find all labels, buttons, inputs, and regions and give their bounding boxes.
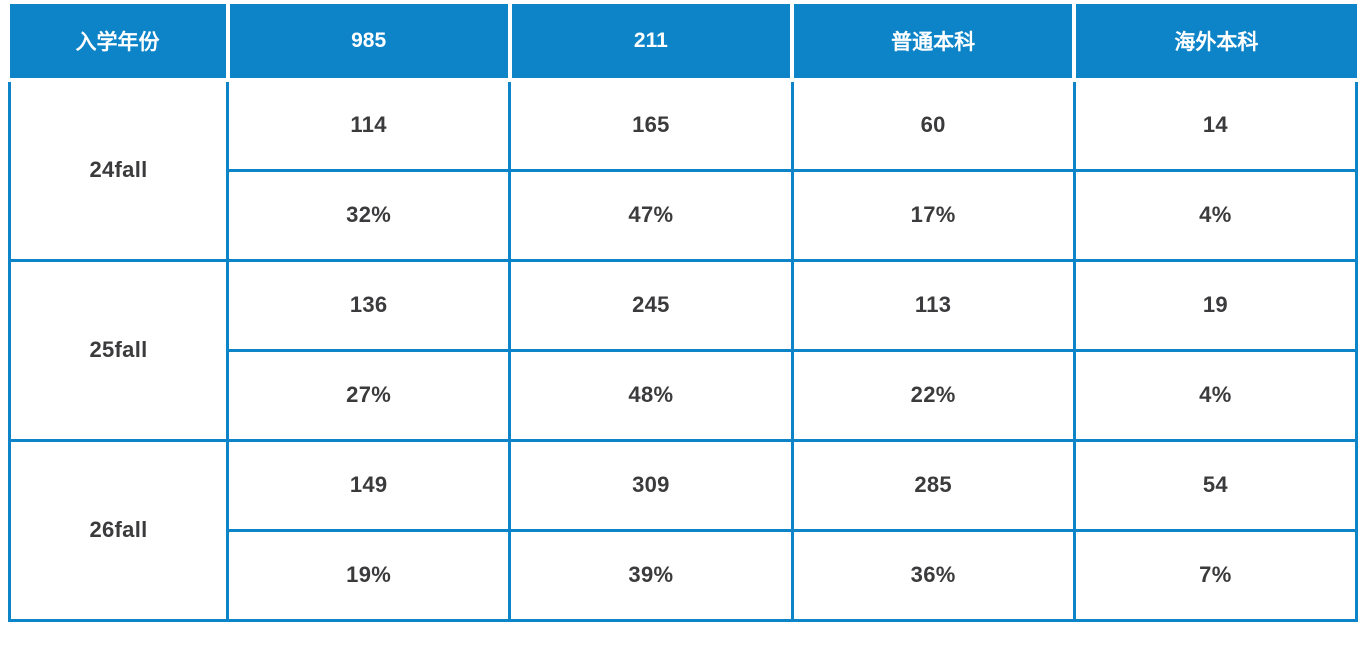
header-overseas-undergrad: 海外本科 <box>1072 4 1357 82</box>
count-cell-25fall-regular: 113 <box>790 258 1076 352</box>
percent-cell-25fall-overseas: 4% <box>1072 348 1359 442</box>
percent-cell-24fall-regular: 17% <box>790 168 1076 262</box>
percent-cell-26fall-regular: 36% <box>790 528 1076 622</box>
year-cell-24fall: 24fall <box>8 78 229 262</box>
header-row: 入学年份 985 211 普通本科 海外本科 <box>9 4 1357 82</box>
count-cell-25fall-211: 245 <box>508 258 794 352</box>
count-cell-25fall-overseas: 19 <box>1072 258 1359 352</box>
count-cell-25fall-985: 136 <box>225 258 512 352</box>
header-enrollment-year: 入学年份 <box>9 4 228 82</box>
header-211: 211 <box>507 4 792 82</box>
percent-cell-26fall-overseas: 7% <box>1072 528 1359 622</box>
percent-cell-25fall-211: 48% <box>508 348 794 442</box>
table-row-25fall-counts: 25fall 136 245 113 19 <box>8 258 1359 442</box>
enrollment-stats-table: 入学年份 985 211 普通本科 海外本科 24fall 114 165 60… <box>8 4 1359 622</box>
table-row-26fall-percents: 19% 39% 36% 7% <box>10 528 1359 622</box>
table-header: 入学年份 985 211 普通本科 海外本科 <box>9 4 1357 82</box>
count-cell-24fall-overseas: 14 <box>1072 78 1359 172</box>
percent-cell-24fall-985: 32% <box>225 168 512 262</box>
count-cell-26fall-211: 309 <box>508 438 794 532</box>
percent-cell-25fall-regular: 22% <box>790 348 1076 442</box>
percent-cell-25fall-985: 27% <box>225 348 512 442</box>
count-cell-24fall-211: 165 <box>508 78 794 172</box>
table-row-24fall-percents: 32% 47% 17% 4% <box>10 168 1359 262</box>
table-body: 24fall 114 165 60 14 32% 47% 17% 4% 25fa… <box>8 78 1359 622</box>
year-cell-25fall: 25fall <box>8 258 229 442</box>
header-regular-undergrad: 普通本科 <box>789 4 1075 82</box>
count-cell-24fall-regular: 60 <box>790 78 1076 172</box>
table-row-25fall-percents: 27% 48% 22% 4% <box>10 348 1359 442</box>
year-cell-26fall: 26fall <box>8 438 229 622</box>
header-985: 985 <box>225 4 510 82</box>
count-cell-26fall-overseas: 54 <box>1072 438 1359 532</box>
percent-cell-24fall-211: 47% <box>508 168 794 262</box>
percent-cell-26fall-985: 19% <box>225 528 512 622</box>
table-row-24fall-counts: 24fall 114 165 60 14 <box>8 78 1359 262</box>
table-row-26fall-counts: 26fall 149 309 285 54 <box>8 438 1359 622</box>
count-cell-26fall-985: 149 <box>225 438 512 532</box>
percent-cell-24fall-overseas: 4% <box>1072 168 1359 262</box>
count-cell-24fall-985: 114 <box>225 78 512 172</box>
percent-cell-26fall-211: 39% <box>508 528 794 622</box>
count-cell-26fall-regular: 285 <box>790 438 1076 532</box>
